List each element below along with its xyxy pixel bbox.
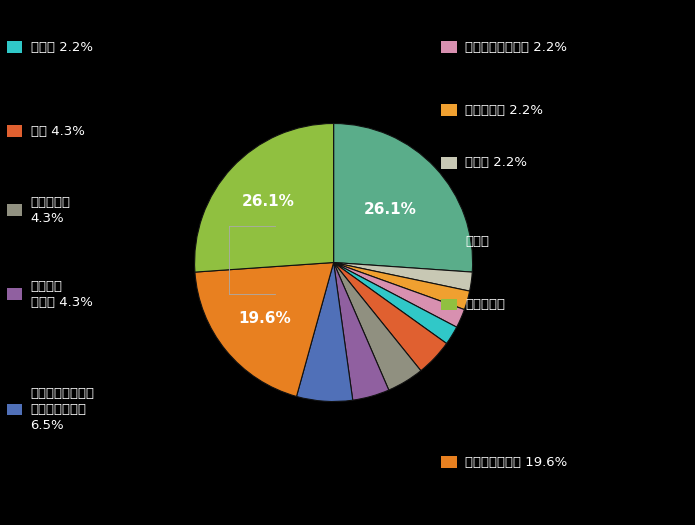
Wedge shape [334,123,473,272]
Text: 金融業・
保険業 4.3%: 金融業・ 保険業 4.3% [31,279,92,309]
Text: 情報通信業: 情報通信業 [465,298,505,311]
Text: 医療・福祉 2.2%: 医療・福祉 2.2% [465,104,543,117]
Wedge shape [297,262,353,402]
Wedge shape [334,262,447,371]
Text: 19.6%: 19.6% [238,311,291,326]
Text: 学術研究・専門・
技術サービス業
6.5%: 学術研究・専門・ 技術サービス業 6.5% [31,387,95,432]
Wedge shape [334,262,457,343]
Wedge shape [334,262,421,390]
Wedge shape [334,262,464,327]
Text: 卸売業・小売業 19.6%: 卸売業・小売業 19.6% [465,456,567,468]
Wedge shape [195,123,334,272]
Text: その他 2.2%: その他 2.2% [465,156,527,169]
Text: 公務 4.3%: 公務 4.3% [31,125,85,138]
Text: サービス業
4.3%: サービス業 4.3% [31,195,71,225]
Text: 教育・学習支援業 2.2%: 教育・学習支援業 2.2% [465,41,567,54]
Wedge shape [334,262,389,400]
Text: 26.1%: 26.1% [242,194,295,209]
Text: 26.1%: 26.1% [364,202,417,217]
Text: 建設業 2.2%: 建設業 2.2% [31,41,92,54]
Wedge shape [195,262,334,396]
Wedge shape [334,262,473,291]
Text: 製造業: 製造業 [465,235,489,248]
Wedge shape [334,262,470,310]
